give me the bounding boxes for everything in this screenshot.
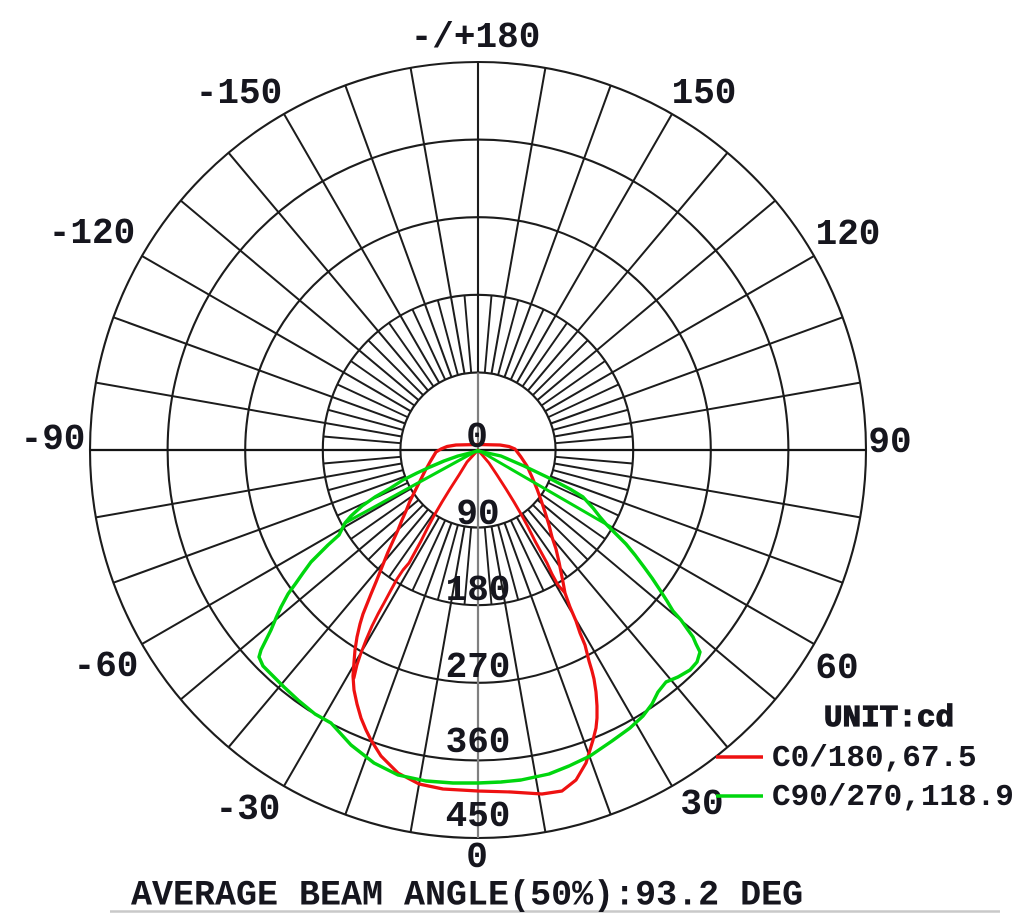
svg-text:180: 180 bbox=[446, 570, 511, 611]
svg-text:-150: -150 bbox=[196, 73, 282, 114]
svg-text:150: 150 bbox=[672, 73, 737, 114]
svg-text:UNIT:cd: UNIT:cd bbox=[824, 701, 954, 736]
svg-text:AVERAGE BEAM ANGLE(50%):93.2 D: AVERAGE BEAM ANGLE(50%):93.2 DEG bbox=[131, 875, 803, 915]
svg-text:C90/270,118.9: C90/270,118.9 bbox=[772, 780, 1014, 815]
svg-text:360: 360 bbox=[446, 722, 511, 763]
svg-text:270: 270 bbox=[446, 647, 511, 688]
svg-text:-30: -30 bbox=[216, 789, 281, 830]
svg-text:-/+180: -/+180 bbox=[411, 17, 541, 58]
svg-text:C0/180,67.5: C0/180,67.5 bbox=[772, 741, 977, 776]
svg-text:-120: -120 bbox=[49, 213, 135, 254]
svg-text:120: 120 bbox=[816, 214, 881, 255]
svg-text:0: 0 bbox=[466, 837, 488, 878]
svg-text:90: 90 bbox=[868, 422, 911, 463]
svg-text:-90: -90 bbox=[21, 419, 86, 460]
svg-text:0: 0 bbox=[466, 417, 488, 458]
svg-text:30: 30 bbox=[680, 784, 723, 825]
svg-text:90: 90 bbox=[456, 494, 499, 535]
svg-text:60: 60 bbox=[815, 648, 858, 689]
svg-text:450: 450 bbox=[446, 796, 511, 837]
svg-text:-60: -60 bbox=[74, 646, 139, 687]
